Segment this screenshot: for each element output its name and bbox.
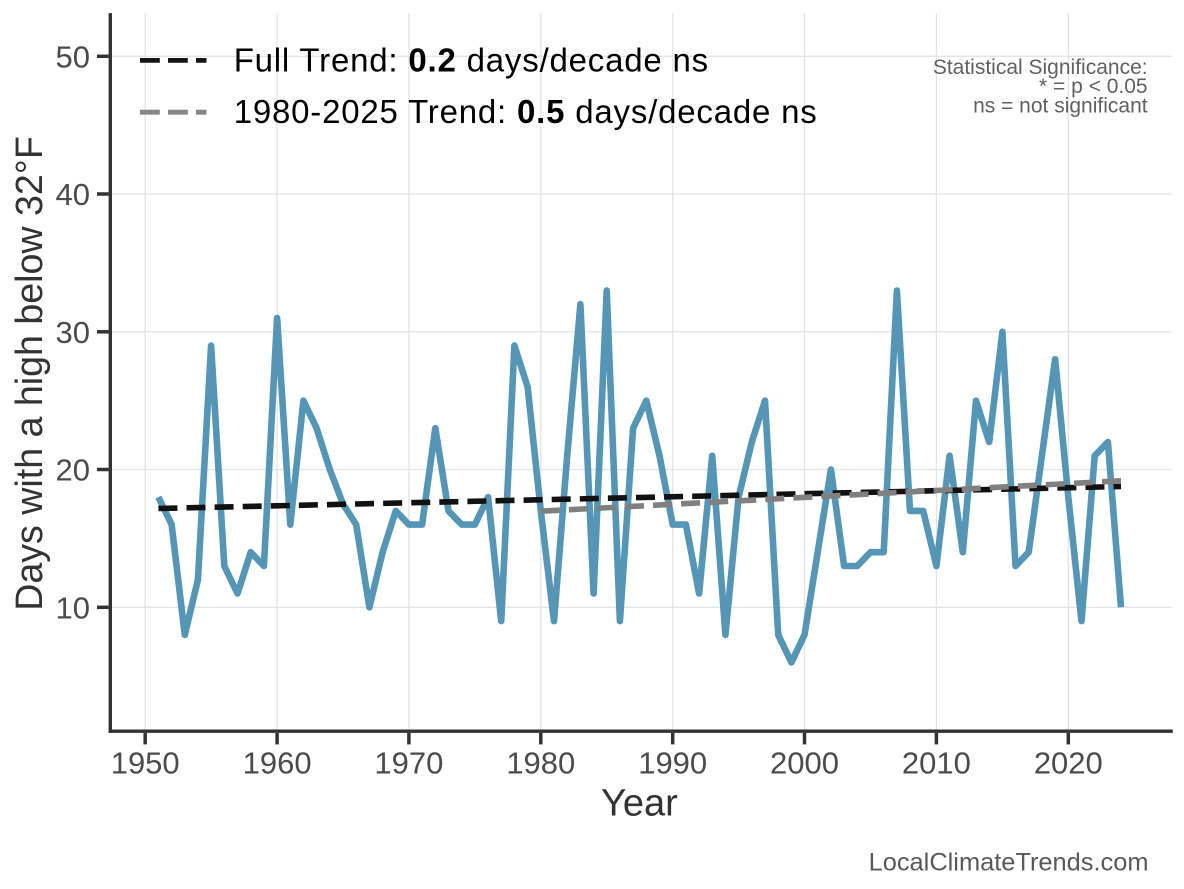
svg-text:1950: 1950 (111, 745, 180, 780)
svg-text:Year: Year (601, 783, 678, 825)
svg-text:1970: 1970 (374, 745, 443, 780)
svg-text:LocalClimateTrends.com: LocalClimateTrends.com (869, 849, 1149, 877)
svg-text:Full Trend: 0.2 days/decade ns: Full Trend: 0.2 days/decade ns (234, 41, 709, 78)
svg-text:* = p < 0.05: * = p < 0.05 (1039, 75, 1148, 98)
svg-text:1980: 1980 (506, 745, 575, 780)
svg-text:ns = not significant: ns = not significant (973, 95, 1148, 118)
svg-text:30: 30 (56, 315, 90, 350)
svg-text:1980-2025 Trend: 0.5 days/deca: 1980-2025 Trend: 0.5 days/decade ns (234, 93, 818, 130)
svg-text:2020: 2020 (1034, 745, 1103, 780)
svg-text:Days with a high below 32°F: Days with a high below 32°F (8, 136, 50, 611)
svg-text:50: 50 (56, 39, 90, 74)
svg-text:1990: 1990 (638, 745, 707, 780)
svg-text:2010: 2010 (902, 745, 971, 780)
svg-text:Statistical Significance:: Statistical Significance: (933, 56, 1148, 79)
svg-text:1960: 1960 (243, 745, 312, 780)
svg-text:10: 10 (56, 590, 90, 625)
svg-text:2000: 2000 (770, 745, 839, 780)
svg-text:40: 40 (56, 177, 90, 212)
svg-text:20: 20 (56, 453, 90, 488)
